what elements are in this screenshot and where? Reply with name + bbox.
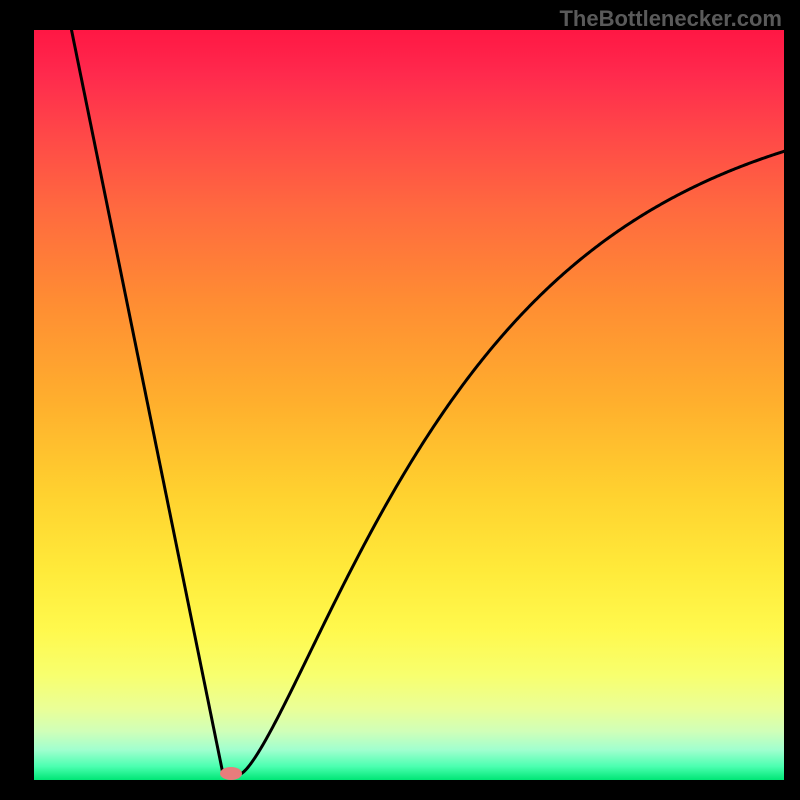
curve-path: [72, 30, 785, 776]
plot-area: [34, 30, 784, 780]
minimum-marker: [220, 767, 242, 780]
watermark-text: TheBottlenecker.com: [559, 6, 782, 32]
bottleneck-curve: [34, 30, 784, 780]
chart-container: TheBottlenecker.com: [0, 0, 800, 800]
